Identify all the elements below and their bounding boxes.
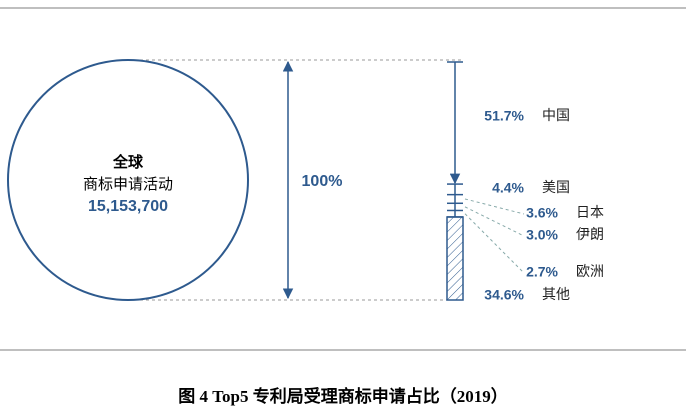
chart-title: 图 4 Top5 专利局受理商标申请占比（2019） (178, 386, 507, 406)
global-circle (7, 59, 249, 301)
value-label: 2.7% (526, 264, 558, 280)
circle-value: 15,153,700 (88, 198, 168, 215)
circle-subtitle: 商标申请活动 (83, 176, 173, 193)
category-label: 伊朗 (576, 227, 604, 243)
circle-title: 全球 (112, 153, 144, 171)
value-label: 3.6% (526, 205, 558, 221)
category-label: 欧洲 (576, 264, 604, 280)
total-label: 100% (302, 173, 343, 190)
value-label: 51.7% (484, 108, 524, 124)
category-label: 日本 (576, 205, 604, 221)
leader-line (464, 206, 525, 237)
category-label: 中国 (542, 108, 570, 124)
value-label: 34.6% (484, 287, 524, 303)
category-label: 其他 (542, 287, 570, 303)
category-label: 美国 (542, 180, 570, 196)
leader-line (464, 213, 525, 274)
value-label: 3.0% (526, 227, 558, 243)
leader-line (464, 198, 525, 215)
segment (446, 216, 464, 301)
value-label: 4.4% (492, 180, 524, 196)
